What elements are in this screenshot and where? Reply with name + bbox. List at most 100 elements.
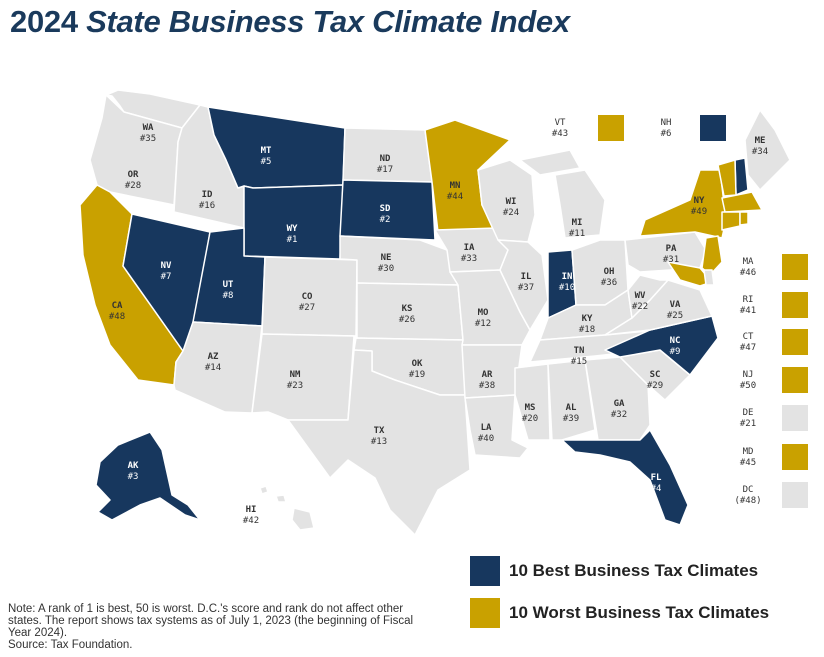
- state-rank-al: #39: [563, 414, 579, 424]
- state-al: [547, 359, 596, 441]
- state-rank-ok: #19: [409, 370, 425, 380]
- state-abbr-la: LA: [481, 423, 492, 433]
- state-wi: [477, 159, 536, 243]
- box-label-nj: NJ #50: [728, 370, 768, 392]
- state-la: [464, 394, 529, 459]
- box-label-ri: RI #41: [728, 295, 768, 317]
- state-rank-ky: #18: [579, 325, 595, 335]
- state-rank-va: #25: [667, 311, 683, 321]
- legend-best-label: 10 Best Business Tax Climates: [509, 561, 759, 580]
- state-rank-il: #37: [518, 283, 534, 293]
- state-ne: [339, 235, 459, 286]
- box-rank-vt: #43: [551, 129, 569, 139]
- state-abbr-nc: NC: [670, 336, 681, 346]
- state-abbr-ak: AK: [128, 461, 139, 471]
- box-rank-ma: #46: [739, 268, 757, 278]
- state-abbr-ny: NY: [694, 196, 705, 206]
- state-rank-ak: #3: [128, 472, 139, 482]
- state-rank-sc: #29: [647, 381, 663, 391]
- box-label-ma: MA #46: [728, 257, 768, 279]
- box-nh: [700, 115, 726, 141]
- state-co: [261, 256, 358, 337]
- state-abbr-ia: IA: [464, 243, 475, 253]
- state-rank-hi: #42: [243, 516, 259, 526]
- box-rank-ct: #47: [739, 343, 757, 353]
- title-text: State Business Tax Climate Index: [86, 4, 570, 39]
- legend-worst-swatch: [470, 598, 500, 628]
- state-rank-nc: #9: [670, 347, 681, 357]
- state-abbr-az: AZ: [208, 352, 219, 362]
- box-abbr-nj: NJ: [742, 370, 754, 380]
- footnote: Note: A rank of 1 is best, 50 is worst. …: [8, 603, 428, 651]
- state-abbr-mi: MI: [572, 218, 583, 228]
- state-abbr-mt: MT: [261, 146, 272, 156]
- box-rank-ri: #41: [739, 306, 757, 316]
- state-rank-la: #40: [478, 434, 494, 444]
- state-hi: [259, 485, 315, 531]
- state-abbr-sd: SD: [380, 204, 391, 214]
- state-sd: [339, 179, 436, 241]
- state-rank-nm: #23: [287, 381, 303, 391]
- state-fl: [561, 429, 689, 526]
- state-nh: [734, 157, 749, 196]
- box-vt: [598, 115, 624, 141]
- state-abbr-wi: WI: [506, 197, 517, 207]
- state-abbr-mn: MN: [450, 181, 461, 191]
- state-tx: [287, 349, 471, 536]
- state-ri: [739, 211, 749, 226]
- state-rank-nd: #17: [377, 165, 393, 175]
- box-label-ct: CT #47: [728, 332, 768, 354]
- state-abbr-in: IN: [562, 272, 573, 282]
- box-abbr-ma: MA: [742, 257, 754, 267]
- state-rank-nv: #7: [161, 272, 172, 282]
- footnote-source: Source: Tax Foundation.: [8, 639, 133, 651]
- title-year: 2024: [10, 4, 78, 39]
- state-rank-mo: #12: [475, 319, 491, 329]
- state-rank-ks: #26: [399, 315, 415, 325]
- state-abbr-wa: WA: [143, 123, 154, 133]
- state-rank-ia: #33: [461, 254, 477, 264]
- box-rank-nh: #6: [660, 129, 672, 139]
- box-label-md: MD #45: [728, 447, 768, 469]
- state-abbr-pa: PA: [666, 244, 677, 254]
- state-mi: [519, 149, 606, 239]
- footnote-text: Note: A rank of 1 is best, 50 is worst. …: [8, 603, 414, 639]
- box-abbr-nh: NH: [660, 118, 672, 128]
- state-de: [703, 269, 715, 286]
- state-wv: [627, 274, 669, 319]
- state-rank-ny: #49: [691, 207, 707, 217]
- state-abbr-co: CO: [302, 292, 313, 302]
- state-rank-oh: #36: [601, 278, 617, 288]
- state-nm: [251, 333, 355, 421]
- state-abbr-va: VA: [670, 300, 681, 310]
- state-abbr-wy: WY: [287, 224, 298, 234]
- page-title: 2024 State Business Tax Climate Index: [10, 4, 570, 40]
- box-label-dc: DC (#48): [728, 485, 768, 507]
- state-abbr-wv: WV: [635, 291, 646, 301]
- box-de: [782, 405, 808, 431]
- state-rank-or: #28: [125, 181, 141, 191]
- state-abbr-fl: FL: [651, 473, 662, 483]
- state-abbr-tn: TN: [574, 346, 585, 356]
- box-ri: [782, 292, 808, 318]
- state-abbr-ne: NE: [381, 253, 392, 263]
- state-rank-tn: #15: [571, 357, 587, 367]
- state-rank-id: #16: [199, 201, 215, 211]
- state-rank-ca: #48: [109, 312, 125, 322]
- state-rank-mi: #11: [569, 229, 585, 239]
- state-abbr-nm: NM: [290, 370, 301, 380]
- state-il: [497, 239, 549, 331]
- state-abbr-tx: TX: [374, 426, 385, 436]
- state-rank-ut: #8: [223, 291, 234, 301]
- state-ny: [639, 169, 727, 239]
- state-abbr-oh: OH: [604, 267, 615, 277]
- box-abbr-ri: RI: [742, 295, 754, 305]
- state-rank-wa: #35: [140, 134, 156, 144]
- state-abbr-ut: UT: [223, 280, 234, 290]
- box-abbr-vt: VT: [554, 118, 566, 128]
- state-rank-az: #14: [205, 363, 221, 373]
- state-abbr-hi: HI: [246, 505, 257, 515]
- state-abbr-id: ID: [202, 190, 213, 200]
- box-rank-nj: #50: [739, 381, 757, 391]
